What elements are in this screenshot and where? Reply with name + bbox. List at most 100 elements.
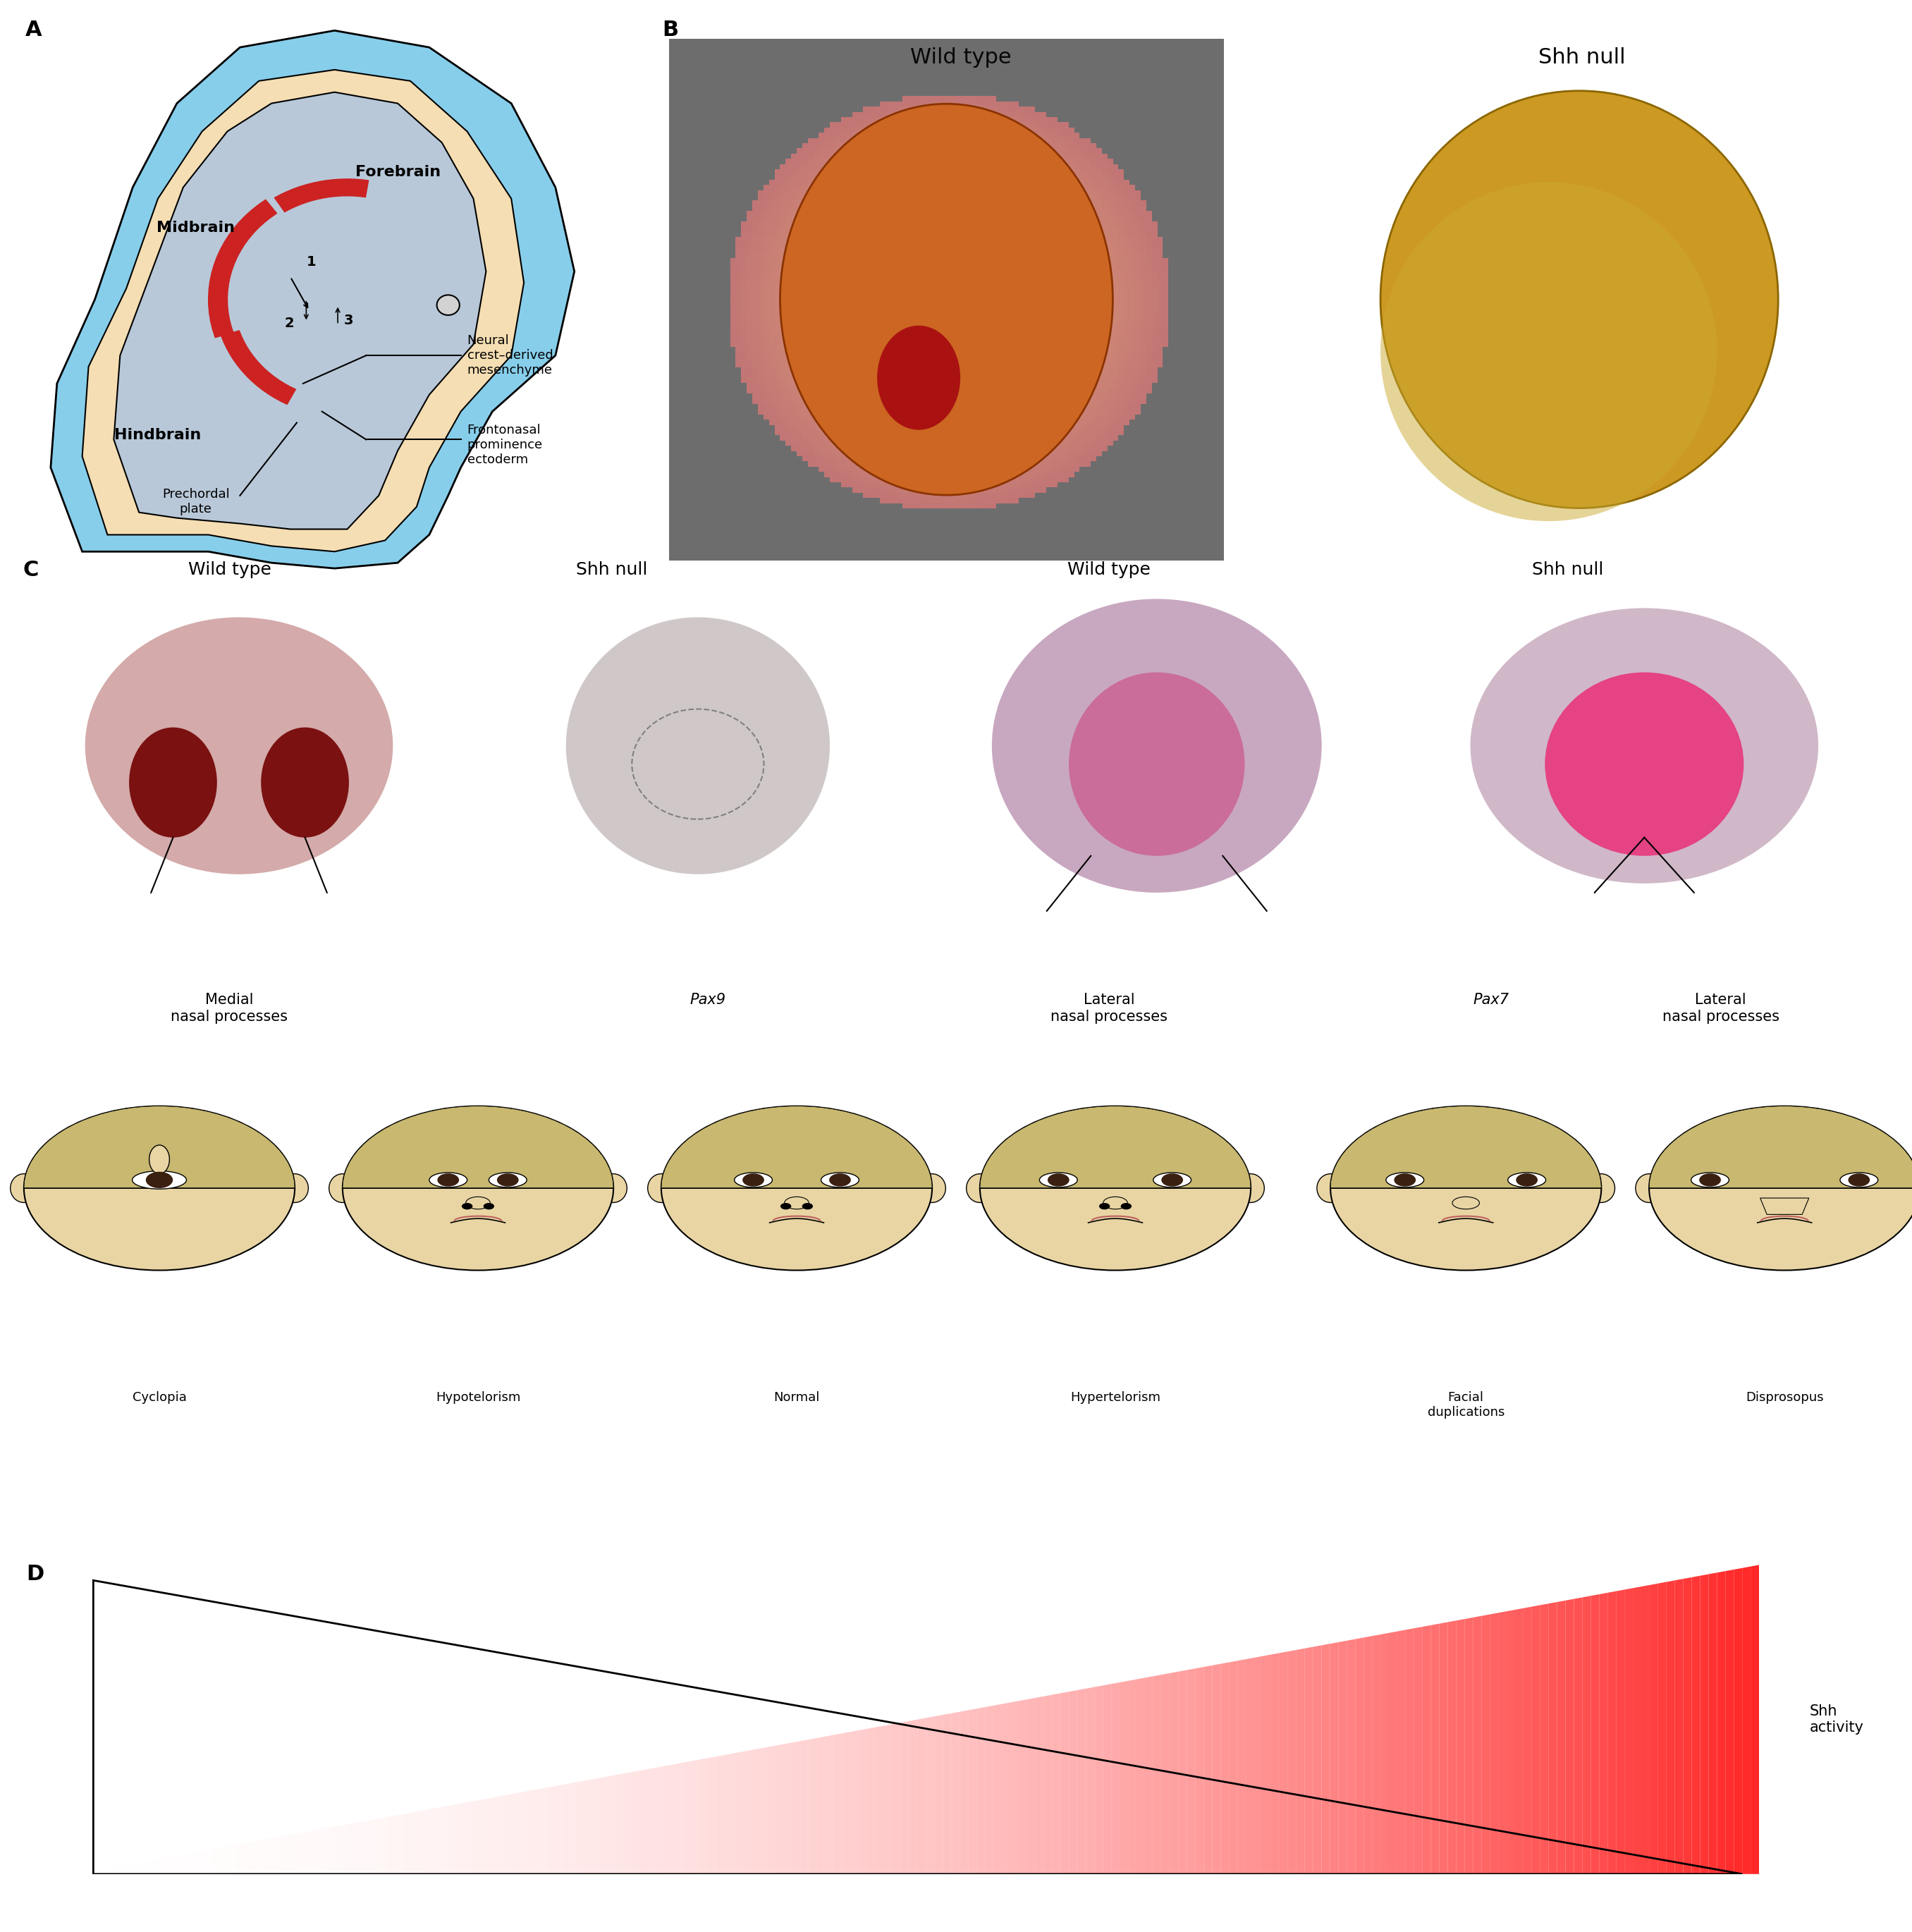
Polygon shape [1683,1577,1692,1874]
Polygon shape [294,1832,304,1874]
Polygon shape [178,1855,185,1874]
Polygon shape [1363,1636,1373,1874]
Polygon shape [1608,1592,1616,1874]
Polygon shape [1052,1692,1061,1874]
Polygon shape [901,1721,910,1874]
Polygon shape [363,1820,371,1874]
Polygon shape [683,1762,690,1874]
Polygon shape [111,1866,119,1874]
Ellipse shape [1545,672,1744,856]
Text: B: B [663,19,679,41]
Polygon shape [136,1862,143,1874]
Text: 3: 3 [344,315,354,328]
Text: Shh null: Shh null [1539,48,1625,68]
Ellipse shape [428,1173,467,1188]
Polygon shape [438,1806,447,1874]
Polygon shape [981,1107,1250,1188]
Polygon shape [725,1754,732,1874]
Circle shape [436,296,459,315]
Ellipse shape [1069,672,1245,856]
Polygon shape [1566,1600,1574,1874]
Polygon shape [1482,1615,1489,1874]
Polygon shape [346,1824,354,1874]
Circle shape [497,1173,518,1186]
Circle shape [830,1173,851,1186]
Polygon shape [1331,1642,1338,1874]
Polygon shape [1289,1650,1296,1874]
Polygon shape [195,1851,203,1874]
Polygon shape [413,1810,421,1874]
Polygon shape [851,1731,858,1874]
Text: C: C [23,560,38,580]
Text: Prechordal
plate: Prechordal plate [163,487,229,516]
Circle shape [1516,1173,1537,1186]
Polygon shape [208,199,277,338]
Polygon shape [168,1855,178,1874]
Polygon shape [1709,1573,1717,1874]
Text: Frontonasal
prominence
ectoderm: Frontonasal prominence ectoderm [467,425,543,466]
Ellipse shape [878,327,960,431]
Polygon shape [342,1107,614,1188]
Ellipse shape [566,618,830,875]
Polygon shape [673,1762,683,1874]
Polygon shape [799,1739,809,1874]
Polygon shape [876,1725,883,1874]
Polygon shape [1380,1633,1388,1874]
Polygon shape [396,1814,405,1874]
Circle shape [1394,1173,1415,1186]
Polygon shape [1304,1646,1314,1874]
Polygon shape [472,1801,480,1874]
Ellipse shape [1587,1175,1616,1202]
Polygon shape [1465,1617,1472,1874]
Polygon shape [1170,1671,1178,1874]
Polygon shape [918,1718,925,1874]
Ellipse shape [281,1175,308,1202]
Polygon shape [834,1733,841,1874]
Polygon shape [648,1768,658,1874]
Circle shape [25,1105,294,1271]
Ellipse shape [1635,1175,1663,1202]
Polygon shape [497,1795,505,1874]
Polygon shape [275,180,369,213]
Ellipse shape [130,728,218,838]
Polygon shape [1692,1577,1700,1874]
Polygon shape [505,1793,514,1874]
Polygon shape [203,1849,210,1874]
Polygon shape [321,1828,329,1874]
Polygon shape [1507,1609,1514,1874]
Polygon shape [1262,1654,1271,1874]
Circle shape [742,1173,765,1186]
Polygon shape [126,1862,136,1874]
Ellipse shape [648,1175,675,1202]
Polygon shape [1556,1600,1566,1874]
Polygon shape [784,1743,792,1874]
Text: Lateral
nasal processes: Lateral nasal processes [1050,993,1168,1024]
Polygon shape [985,1706,994,1874]
Polygon shape [994,1704,1002,1874]
Polygon shape [623,1772,631,1874]
Polygon shape [1002,1702,1010,1874]
Text: Wild type: Wild type [187,562,272,578]
Text: Wild type: Wild type [1067,562,1151,578]
Ellipse shape [1509,1173,1545,1188]
Polygon shape [1120,1681,1128,1874]
Ellipse shape [1380,182,1717,522]
Polygon shape [143,1861,153,1874]
Text: Pax7: Pax7 [1474,993,1509,1007]
Circle shape [438,1173,459,1186]
Circle shape [981,1105,1250,1271]
Polygon shape [641,1770,648,1874]
Polygon shape [750,1748,757,1874]
Polygon shape [1103,1685,1111,1874]
Polygon shape [52,31,574,568]
Polygon shape [287,1833,294,1874]
Polygon shape [707,1756,715,1874]
Text: Lateral
nasal processes: Lateral nasal processes [1662,993,1780,1024]
Polygon shape [1338,1640,1346,1874]
Polygon shape [210,1847,220,1874]
Circle shape [780,1204,792,1209]
Text: Hypertelorism: Hypertelorism [1071,1391,1161,1405]
Polygon shape [1650,1584,1658,1874]
Circle shape [1161,1173,1184,1186]
Polygon shape [161,1857,168,1874]
